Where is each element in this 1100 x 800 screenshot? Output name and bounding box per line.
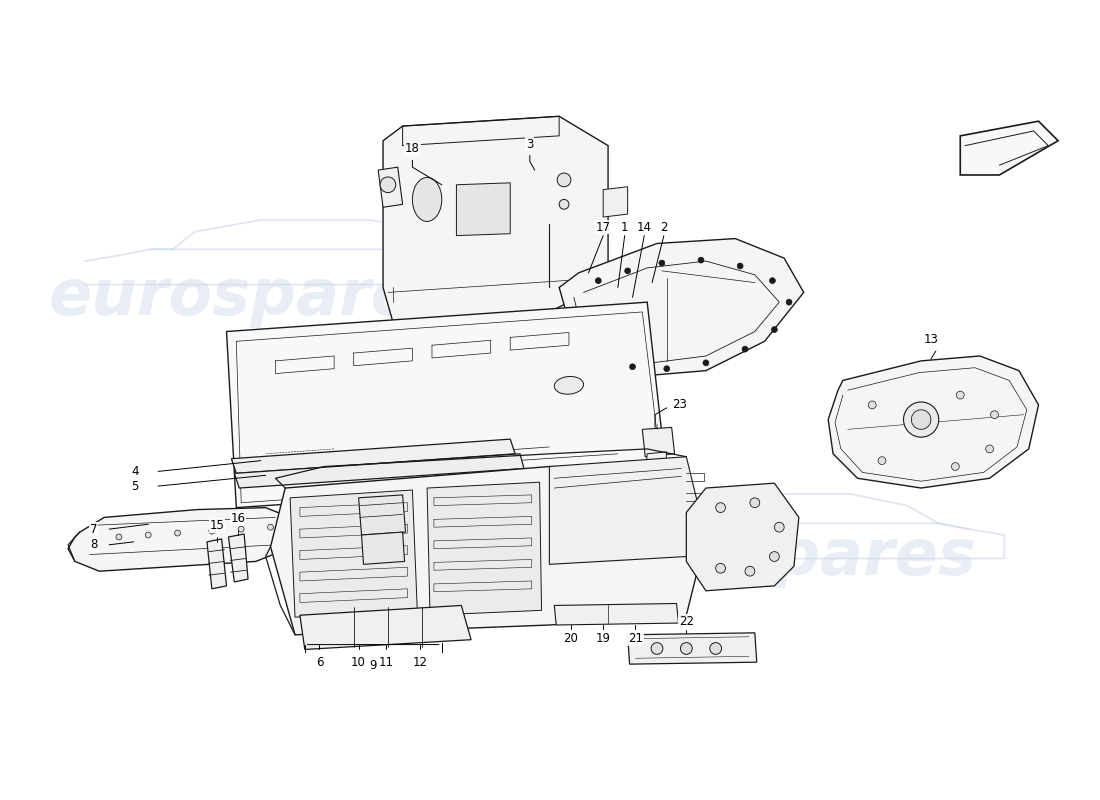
Text: 21: 21 xyxy=(628,632,643,645)
Circle shape xyxy=(878,457,886,465)
Text: 18: 18 xyxy=(405,142,420,155)
Polygon shape xyxy=(300,606,471,650)
Circle shape xyxy=(991,410,999,418)
Polygon shape xyxy=(456,183,510,236)
Polygon shape xyxy=(828,356,1038,488)
Text: 12: 12 xyxy=(412,656,428,670)
Circle shape xyxy=(559,199,569,210)
Polygon shape xyxy=(686,483,799,590)
Circle shape xyxy=(770,278,776,283)
Circle shape xyxy=(381,177,396,193)
Circle shape xyxy=(595,278,602,283)
Polygon shape xyxy=(229,534,248,582)
Polygon shape xyxy=(234,454,524,488)
Circle shape xyxy=(771,326,778,333)
Circle shape xyxy=(659,260,664,266)
Circle shape xyxy=(175,530,180,536)
Text: 22: 22 xyxy=(679,615,694,628)
Circle shape xyxy=(681,642,692,654)
Polygon shape xyxy=(642,427,674,457)
Circle shape xyxy=(145,532,151,538)
Polygon shape xyxy=(359,495,406,535)
Text: 4: 4 xyxy=(131,465,139,478)
Polygon shape xyxy=(227,302,667,508)
Polygon shape xyxy=(559,238,804,375)
Text: 5: 5 xyxy=(131,479,139,493)
Polygon shape xyxy=(628,633,757,664)
Circle shape xyxy=(239,526,244,532)
Text: 7: 7 xyxy=(90,522,98,536)
Circle shape xyxy=(116,534,122,540)
Text: 1: 1 xyxy=(620,221,628,234)
Text: 2: 2 xyxy=(660,221,668,234)
Circle shape xyxy=(209,528,214,534)
Polygon shape xyxy=(646,452,667,475)
Circle shape xyxy=(703,360,708,366)
Text: 14: 14 xyxy=(637,221,652,234)
Text: 20: 20 xyxy=(563,632,579,645)
Text: 8: 8 xyxy=(90,538,98,551)
Polygon shape xyxy=(960,121,1058,175)
Circle shape xyxy=(903,402,938,437)
Circle shape xyxy=(716,502,726,513)
Text: eurospares: eurospares xyxy=(572,526,977,587)
Circle shape xyxy=(698,257,704,263)
Circle shape xyxy=(651,642,663,654)
Circle shape xyxy=(710,642,722,654)
Circle shape xyxy=(625,268,630,274)
Text: 6: 6 xyxy=(316,656,323,670)
Text: 13: 13 xyxy=(924,333,938,346)
Polygon shape xyxy=(603,186,628,217)
Circle shape xyxy=(663,366,670,372)
Polygon shape xyxy=(383,116,608,322)
Circle shape xyxy=(629,364,636,370)
Circle shape xyxy=(786,299,792,305)
Ellipse shape xyxy=(412,178,442,222)
Text: 16: 16 xyxy=(231,512,245,526)
Polygon shape xyxy=(362,532,405,564)
Circle shape xyxy=(952,462,959,470)
Polygon shape xyxy=(549,457,706,564)
Ellipse shape xyxy=(554,377,584,394)
Polygon shape xyxy=(68,508,290,571)
Circle shape xyxy=(742,346,748,352)
Text: 23: 23 xyxy=(672,398,686,411)
Text: 11: 11 xyxy=(378,656,394,670)
Polygon shape xyxy=(231,439,515,474)
Polygon shape xyxy=(207,539,227,589)
Circle shape xyxy=(956,391,965,399)
Polygon shape xyxy=(378,167,403,207)
Text: 17: 17 xyxy=(596,221,611,234)
Polygon shape xyxy=(271,466,701,634)
Circle shape xyxy=(737,263,744,269)
Circle shape xyxy=(770,552,779,562)
Circle shape xyxy=(986,445,993,453)
Text: eurospares: eurospares xyxy=(50,266,453,328)
Circle shape xyxy=(868,401,876,409)
Text: 3: 3 xyxy=(526,138,534,150)
Polygon shape xyxy=(427,482,541,615)
Text: 19: 19 xyxy=(596,632,611,645)
Circle shape xyxy=(716,563,726,573)
Polygon shape xyxy=(554,603,679,625)
Circle shape xyxy=(911,410,931,430)
Circle shape xyxy=(774,522,784,532)
Circle shape xyxy=(267,524,274,530)
Circle shape xyxy=(750,498,760,508)
Circle shape xyxy=(558,173,571,186)
Text: 9: 9 xyxy=(370,659,377,672)
Circle shape xyxy=(745,566,755,576)
Polygon shape xyxy=(290,490,417,617)
Text: 10: 10 xyxy=(351,656,366,670)
Text: 15: 15 xyxy=(209,519,224,532)
